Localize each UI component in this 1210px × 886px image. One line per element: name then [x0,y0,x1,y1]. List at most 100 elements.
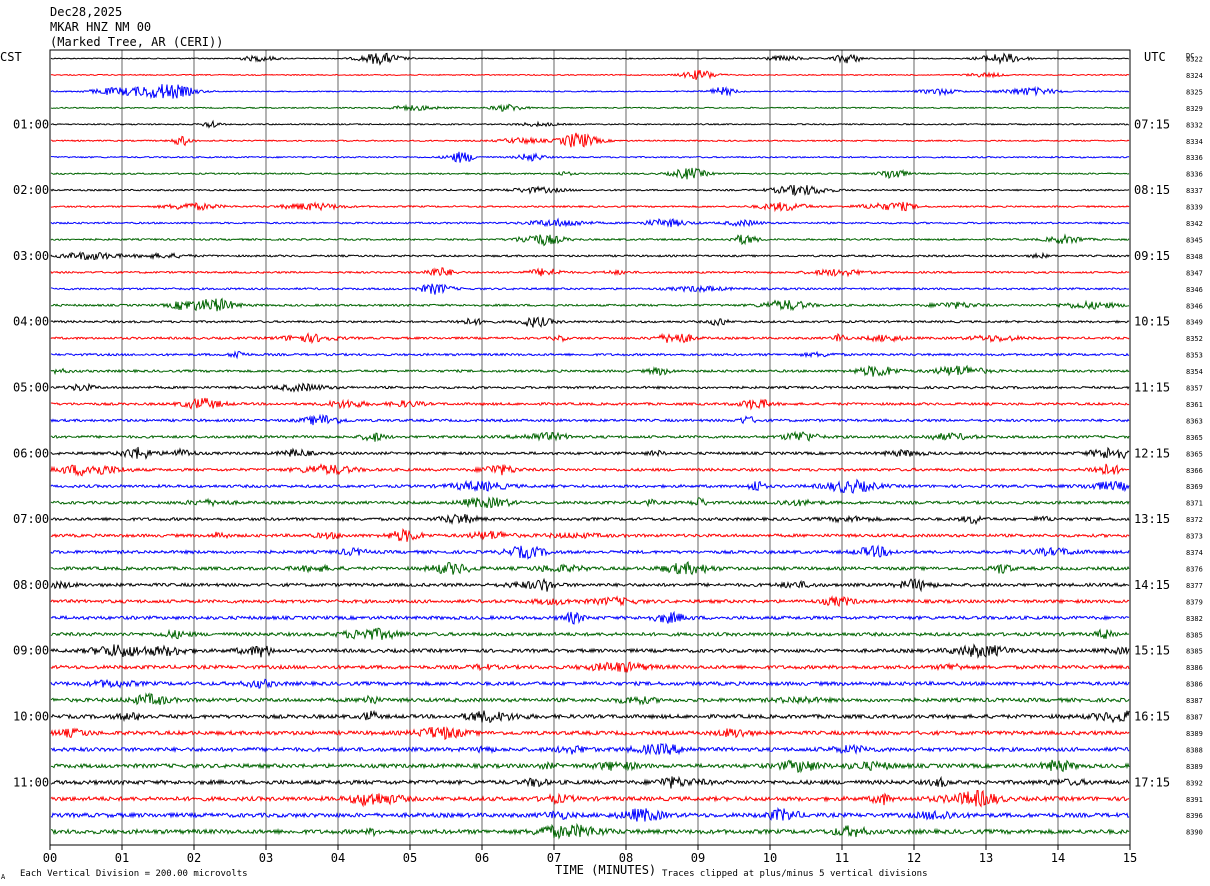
trace-line [50,463,1130,477]
dc-offset-label: 8353 [1186,352,1203,360]
x-tick-label: 12 [907,851,921,865]
right-hour-label: 12:15 [1134,446,1170,460]
trace-line [50,364,1130,377]
trace-line [50,103,1130,112]
trace-line [50,251,1130,261]
trace-line [50,822,1130,840]
right-hour-label: 15:15 [1134,644,1170,658]
dc-offset-label: 8332 [1186,121,1203,129]
dc-offset-label: 8374 [1186,549,1203,557]
right-hour-label: 09:15 [1134,249,1170,263]
trace-line [50,184,1130,197]
x-tick-label: 05 [403,851,417,865]
x-tick-label: 02 [187,851,201,865]
x-tick-label: 13 [979,851,993,865]
trace-line [50,478,1130,494]
right-hour-label: 07:15 [1134,117,1170,131]
left-hour-label: 05:00 [13,381,49,395]
trace-line [50,806,1130,822]
x-tick-label: 10 [763,851,777,865]
right-timezone-label: UTC [1144,50,1166,64]
trace-line [50,283,1130,295]
trace-line [50,678,1130,689]
dc-offset-label: 8366 [1186,467,1203,475]
dc-offset-label: 8345 [1186,236,1203,244]
x-axis-ticks: 00 01 02 03 04 05 06 07 08 09 10 11 12 13 14 15 [43,845,1137,865]
dc-offset-label: 8371 [1186,500,1203,508]
dc-offset-label: 8385 [1186,631,1203,639]
trace-line [50,217,1130,228]
dc-offset-label: 8369 [1186,483,1203,491]
x-tick-label: 09 [691,851,705,865]
dc-offset-label: 8389 [1186,763,1203,771]
header-date: Dec28,2025 [50,5,122,19]
dc-offset-label: 8386 [1186,664,1203,672]
dc-offset-label: 8376 [1186,566,1203,574]
dc-offset-label: 8346 [1186,302,1203,310]
right-hour-label: 13:15 [1134,512,1170,526]
left-hour-label: 06:00 [13,446,49,460]
dc-offset-label: 8348 [1186,253,1203,261]
dc-offset-label: 8372 [1186,516,1203,524]
dc-offset-label: 8352 [1186,335,1203,343]
right-hour-label: 11:15 [1134,381,1170,395]
dc-offset-label: 8387 [1186,714,1203,722]
trace-line [51,297,1130,312]
trace-line [50,167,1130,180]
x-tick-label: 14 [1051,851,1065,865]
trace-line [50,742,1130,756]
right-hour-label: 17:15 [1134,775,1170,789]
left-hour-label: 07:00 [13,512,49,526]
right-hour-label: 16:15 [1134,710,1170,724]
right-hour-labels: 07:15 08:15 09:15 10:15 11:15 12:15 13:15 14:15… [1134,117,1170,789]
trace-line [50,726,1130,741]
trace-line [50,577,1130,593]
trace-line [50,528,1130,542]
trace-line [50,709,1130,724]
dc-offset-label: 8365 [1186,434,1203,442]
trace-line [50,267,1130,278]
x-tick-label: 06 [475,851,489,865]
dc-offset-label: 8387 [1186,697,1203,705]
dc-offset-label: 8377 [1186,582,1203,590]
trace-line [51,759,1130,774]
dc-offset-label: 8337 [1186,187,1203,195]
trace-line [50,332,1130,345]
dc-offset-label: 8373 [1186,533,1203,541]
minute-grid [121,50,1059,845]
trace-line [50,350,1130,360]
seismic-traces [50,52,1130,840]
dc-offset-label: 8334 [1186,138,1203,146]
trace-line [50,382,1130,393]
header-station: MKAR HNZ NM 00 [50,20,151,34]
left-hour-label: 03:00 [13,249,49,263]
left-hour-label: 09:00 [13,644,49,658]
dc-offset-label: 8361 [1186,401,1203,409]
dc-offset-label: 8339 [1186,204,1203,212]
dc-offset-label: 8325 [1186,88,1203,96]
x-tick-label: 08 [619,851,633,865]
x-tick-label: 00 [43,851,57,865]
dc-offset-label: 8346 [1186,286,1203,294]
trace-line [50,610,1130,625]
dc-offset-label: 8392 [1186,779,1203,787]
x-tick-label: 04 [331,851,345,865]
x-tick-label: 11 [835,851,849,865]
trace-line [50,789,1130,808]
dc-offset-label: 8365 [1186,450,1203,458]
x-tick-label: 01 [115,851,129,865]
trace-line [50,151,1130,163]
trace-line [50,233,1130,247]
dc-offset-label: 8324 [1186,72,1203,80]
trace-line [50,513,1130,526]
trace-line [50,627,1130,641]
clip-note: Traces clipped at plus/minus 5 vertical … [662,869,928,879]
x-tick-label: 15 [1123,851,1137,865]
trace-line [50,52,1130,66]
left-hour-label: 11:00 [13,775,49,789]
dc-offset-label: 8382 [1186,615,1203,623]
trace-line [50,397,1130,411]
dc-offset-label: 8336 [1186,171,1203,179]
left-hour-label: 08:00 [13,578,49,592]
